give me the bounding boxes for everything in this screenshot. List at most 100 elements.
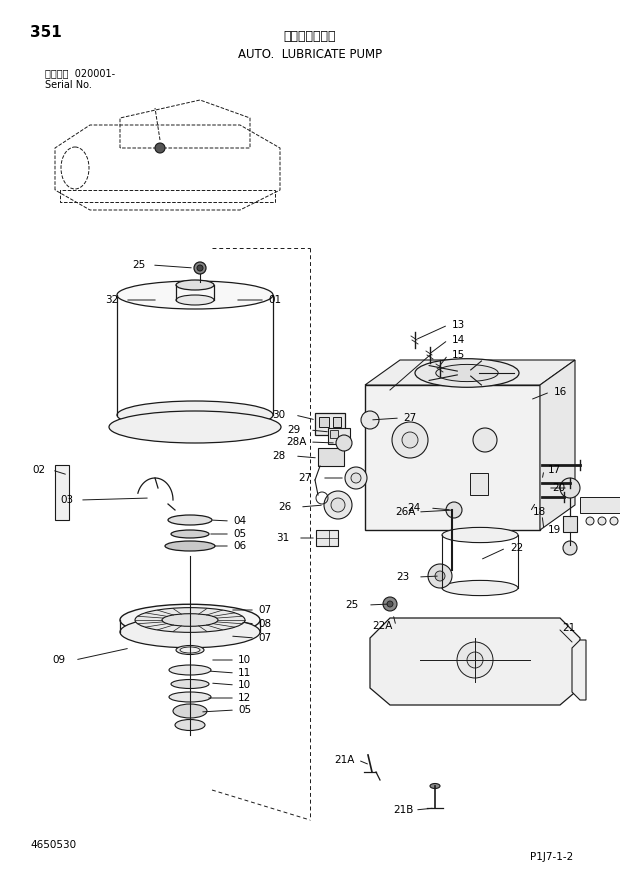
Text: 適用号機  020001-: 適用号機 020001- (45, 68, 115, 78)
Ellipse shape (176, 645, 204, 655)
Bar (316, 530, 338, 546)
Circle shape (387, 601, 393, 607)
Circle shape (197, 265, 203, 271)
Text: 27: 27 (403, 413, 416, 423)
Ellipse shape (120, 604, 260, 636)
Text: 09: 09 (52, 655, 65, 665)
Text: 04: 04 (233, 516, 246, 526)
Text: 17: 17 (548, 465, 561, 475)
Text: 20: 20 (552, 483, 565, 493)
Ellipse shape (169, 665, 211, 675)
Text: 12: 12 (238, 693, 251, 703)
Polygon shape (572, 640, 586, 700)
Text: 02: 02 (32, 465, 45, 475)
Text: 07: 07 (258, 605, 271, 615)
Ellipse shape (169, 692, 211, 702)
Ellipse shape (436, 364, 498, 382)
Text: 18: 18 (533, 507, 546, 517)
Text: 14: 14 (452, 335, 465, 345)
Text: 32: 32 (105, 295, 118, 305)
Bar (365, 385, 540, 530)
Text: 21A: 21A (334, 755, 355, 765)
Bar (563, 516, 577, 532)
Text: 05: 05 (238, 705, 251, 715)
Bar (328, 428, 350, 444)
Text: 4650530: 4650530 (30, 840, 76, 850)
Ellipse shape (162, 614, 218, 626)
Text: 24: 24 (407, 503, 420, 513)
Text: 10: 10 (238, 680, 251, 690)
Circle shape (383, 597, 397, 611)
Text: Serial No.: Serial No. (45, 80, 92, 90)
Circle shape (428, 564, 452, 588)
Circle shape (361, 411, 379, 429)
Text: 21B: 21B (393, 805, 414, 815)
Circle shape (560, 478, 580, 498)
Circle shape (402, 432, 418, 448)
Polygon shape (365, 360, 575, 385)
Ellipse shape (430, 783, 440, 788)
Ellipse shape (176, 295, 214, 305)
Bar (319, 417, 329, 427)
Text: 26A: 26A (395, 507, 415, 517)
Polygon shape (370, 618, 580, 705)
Text: 25: 25 (132, 260, 145, 270)
Ellipse shape (180, 647, 200, 653)
Ellipse shape (171, 530, 209, 538)
Circle shape (586, 517, 594, 525)
Text: AUTO.  LUBRICATE PUMP: AUTO. LUBRICATE PUMP (238, 48, 382, 61)
Text: 01: 01 (268, 295, 281, 305)
Ellipse shape (165, 541, 215, 551)
Ellipse shape (171, 679, 209, 689)
Text: 10: 10 (238, 655, 251, 665)
Ellipse shape (120, 616, 260, 648)
Circle shape (563, 541, 577, 555)
Circle shape (435, 571, 445, 581)
Circle shape (467, 652, 483, 668)
Text: 31: 31 (276, 533, 290, 543)
Circle shape (473, 428, 497, 452)
Text: 22: 22 (510, 543, 523, 553)
Text: 19: 19 (548, 525, 561, 535)
Bar (315, 413, 345, 435)
Bar (330, 430, 338, 438)
Text: 13: 13 (452, 320, 465, 330)
Text: 11: 11 (238, 668, 251, 678)
Text: 28: 28 (272, 451, 285, 461)
Text: 21: 21 (562, 623, 575, 633)
Text: 22A: 22A (372, 621, 392, 631)
Ellipse shape (168, 515, 212, 525)
Text: 28A: 28A (286, 437, 306, 447)
Text: 26: 26 (278, 502, 291, 512)
Text: 06: 06 (233, 541, 246, 551)
Text: 25: 25 (345, 600, 358, 610)
Circle shape (446, 502, 462, 518)
Bar (55, 465, 69, 520)
Circle shape (331, 498, 345, 512)
Text: 03: 03 (60, 495, 73, 505)
Circle shape (598, 517, 606, 525)
Polygon shape (540, 360, 575, 530)
Ellipse shape (442, 581, 518, 595)
Text: 08: 08 (258, 619, 271, 629)
Text: 351: 351 (30, 25, 62, 40)
Text: 15: 15 (452, 350, 465, 360)
Bar (580, 497, 620, 513)
Ellipse shape (135, 608, 245, 632)
Text: 16: 16 (554, 387, 567, 397)
Ellipse shape (117, 401, 273, 429)
Ellipse shape (442, 527, 518, 543)
Circle shape (351, 473, 361, 483)
Ellipse shape (447, 507, 457, 512)
Ellipse shape (109, 411, 281, 443)
Circle shape (194, 262, 206, 274)
Circle shape (336, 435, 352, 451)
Bar (318, 448, 344, 466)
Ellipse shape (175, 719, 205, 731)
Text: 07: 07 (258, 633, 271, 643)
Ellipse shape (117, 281, 273, 309)
Text: 30: 30 (272, 410, 285, 420)
Bar (333, 417, 341, 427)
Text: P1J7-1-2: P1J7-1-2 (530, 852, 574, 862)
Circle shape (457, 642, 493, 678)
